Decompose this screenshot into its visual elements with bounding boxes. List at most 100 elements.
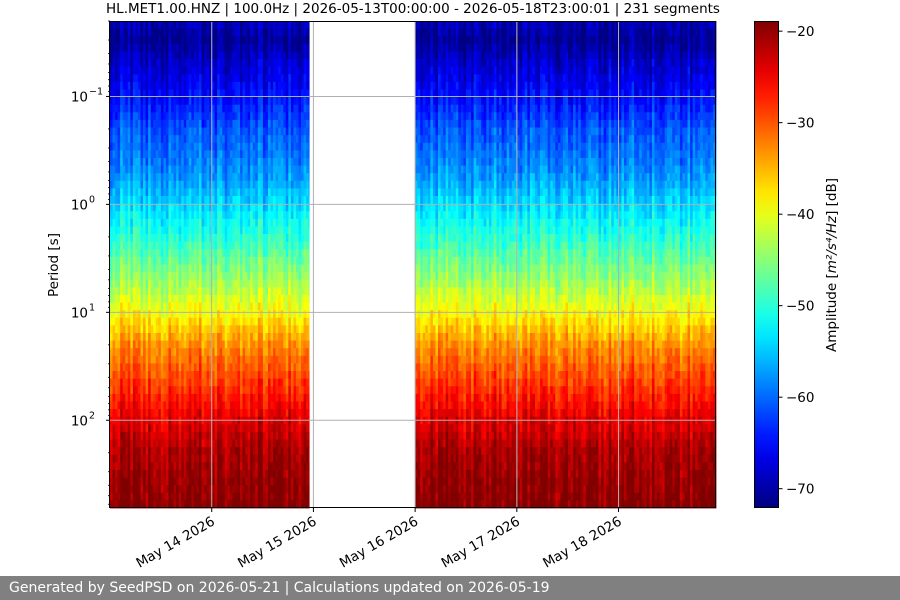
spectrogram-cell [183, 81, 187, 90]
spectrogram-cell [298, 363, 302, 372]
spectrogram-cell [257, 409, 261, 418]
spectrogram-cell [171, 386, 174, 395]
spectrogram-cell [298, 348, 302, 357]
spectrogram-cell [191, 218, 195, 227]
spectrogram-cell [270, 477, 274, 486]
spectrogram-cell [290, 127, 294, 136]
spectrogram-cell [209, 127, 212, 136]
spectrogram-cell [160, 469, 164, 478]
spectrogram-cell [283, 127, 287, 136]
spectrogram-cell [173, 332, 177, 341]
spectrogram-cell [160, 211, 164, 220]
spectrogram-cell [306, 393, 310, 402]
spectrogram-cell [160, 112, 164, 121]
spectrogram-cell [132, 348, 136, 357]
spectrogram-cell [265, 447, 269, 456]
spectrogram-cell [183, 196, 187, 205]
spectrogram-cell [298, 180, 302, 189]
spectrogram-cell [262, 264, 266, 273]
spectrogram-cell [280, 127, 284, 136]
spectrogram-cell [181, 59, 185, 68]
spectrogram-cell [160, 249, 164, 258]
spectrogram-cell [232, 66, 236, 75]
spectrogram-cell [285, 203, 289, 212]
spectrogram-cell [130, 378, 134, 387]
spectrogram-cell [125, 157, 129, 166]
spectrogram-cell [265, 74, 269, 83]
spectrogram-cell [275, 119, 279, 128]
spectrogram-cell [168, 294, 172, 303]
spectrogram-cell [247, 196, 251, 205]
spectrogram-cell [257, 386, 261, 395]
spectrogram-cell [214, 492, 218, 501]
spectrogram-cell [306, 264, 310, 273]
spectrogram-cell [209, 112, 212, 121]
spectrogram-cell [193, 355, 197, 364]
spectrogram-cell [219, 264, 223, 273]
spectrogram-cell [234, 21, 238, 30]
spectrogram-cell [280, 363, 284, 372]
spectrogram-cell [247, 325, 251, 334]
spectrogram-cell [201, 256, 205, 265]
spectrogram-cell [290, 28, 294, 37]
spectrogram-cell [268, 211, 271, 220]
spectrogram-cell [283, 317, 287, 326]
spectrogram-cell [140, 462, 144, 471]
spectrogram-cell [168, 325, 172, 334]
spectrogram-cell [232, 355, 236, 364]
spectrogram-cell [183, 28, 187, 37]
spectrogram-cell [145, 51, 149, 60]
spectrogram-cell [295, 431, 299, 440]
spectrogram-cell [204, 454, 208, 463]
spectrogram-cell [229, 332, 233, 341]
spectrogram-cell [115, 150, 119, 159]
spectrogram-cell [191, 272, 195, 281]
spectrogram-cell [183, 104, 187, 113]
spectrogram-cell [165, 477, 169, 486]
spectrogram-cell [265, 135, 269, 144]
spectrogram-cell [237, 43, 241, 52]
spectrogram-cell [306, 21, 310, 30]
spectrogram-cell [181, 241, 185, 250]
spectrogram-cell [127, 317, 131, 326]
spectrogram-cell [275, 196, 279, 205]
spectrogram-cell [115, 226, 119, 235]
spectrogram-cell [255, 355, 259, 364]
spectrogram-cell [245, 196, 249, 205]
spectrogram-cell [115, 203, 119, 212]
spectrogram-cell [234, 226, 238, 235]
spectrogram-cell [145, 294, 149, 303]
spectrogram-cell [122, 332, 126, 341]
spectrogram-cell [260, 150, 264, 159]
spectrogram-cell [250, 74, 254, 83]
spectrogram-cell [222, 447, 226, 456]
spectrogram-cell [176, 355, 180, 364]
spectrogram-cell [148, 89, 152, 98]
spectrogram-cell [278, 97, 282, 106]
spectrogram-cell [125, 294, 129, 303]
spectrogram-cell [125, 409, 129, 418]
spectrogram-cell [234, 294, 238, 303]
spectrogram-cell [245, 74, 249, 83]
spectrogram-cell [183, 477, 187, 486]
spectrogram-cell [112, 363, 116, 372]
spectrogram-cell [298, 264, 302, 273]
spectrogram-cell [168, 462, 172, 471]
spectrogram-cell [127, 325, 131, 334]
spectrogram-cell [306, 378, 310, 387]
spectrogram-cell [301, 371, 304, 380]
spectrogram-cell [290, 325, 294, 334]
spectrogram-cell [227, 119, 231, 128]
spectrogram-cell [127, 454, 131, 463]
spectrogram-cell [140, 340, 144, 349]
spectrogram-cell [206, 485, 210, 494]
spectrogram-cell [222, 287, 226, 296]
spectrogram-cell [153, 310, 157, 319]
spectrogram-cell [298, 477, 302, 486]
spectrogram-cell [110, 173, 113, 182]
spectrogram-cell [137, 211, 141, 220]
spectrogram-cell [257, 264, 261, 273]
spectrogram-cell [196, 371, 200, 380]
spectrogram-cell [191, 401, 195, 410]
spectrogram-cell [262, 112, 266, 121]
